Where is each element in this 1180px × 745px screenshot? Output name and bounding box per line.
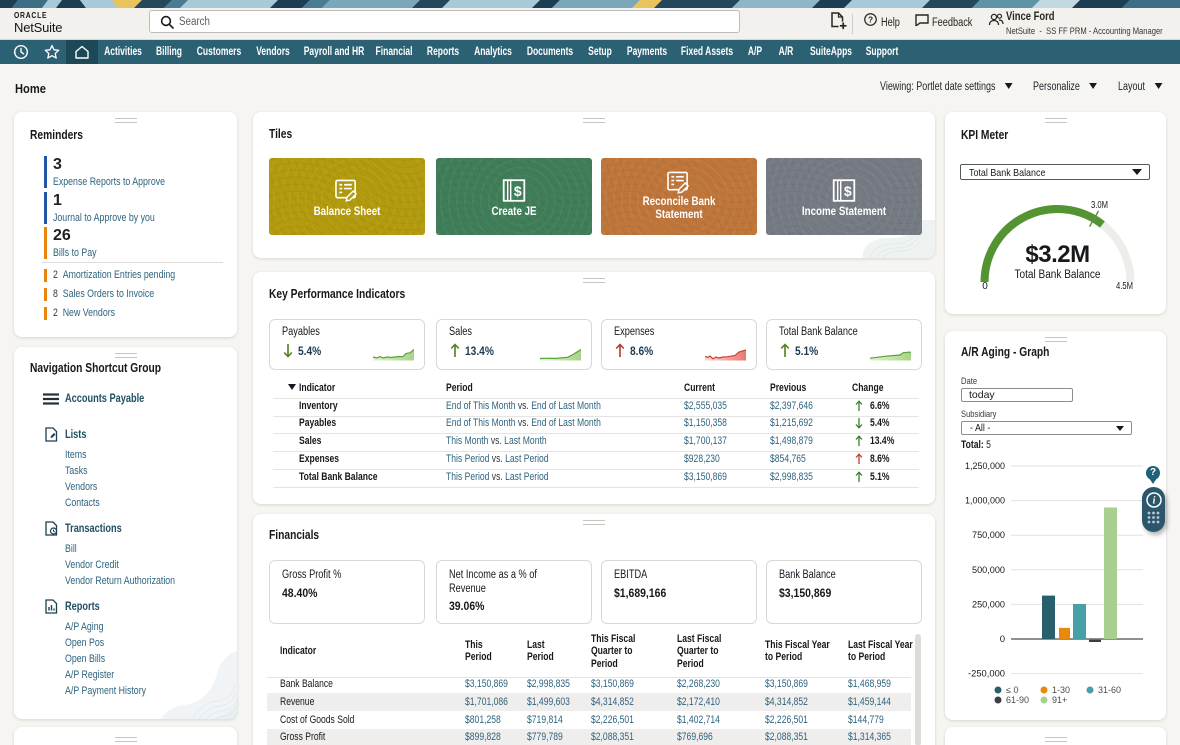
svg-text:500,000: 500,000 [972, 565, 1005, 576]
svg-text:0: 0 [982, 281, 988, 292]
svg-text:?: ? [868, 14, 873, 24]
svg-text:750,000: 750,000 [972, 530, 1005, 541]
svg-text:1,250,000: 1,250,000 [965, 461, 1005, 472]
svg-text:31-60: 31-60 [1098, 685, 1121, 695]
svg-text:61-90: 61-90 [1006, 695, 1029, 705]
svg-text:Total Bank Balance: Total Bank Balance [1015, 269, 1101, 281]
svg-text:0: 0 [1000, 634, 1005, 645]
svg-text:1-30: 1-30 [1052, 685, 1070, 695]
svg-text:$3.2M: $3.2M [1025, 241, 1089, 268]
svg-text:$: $ [514, 183, 522, 199]
svg-text:i: i [1152, 496, 1155, 507]
svg-text:≤ 0: ≤ 0 [1006, 685, 1018, 695]
svg-text:250,000: 250,000 [972, 599, 1005, 610]
svg-text:1,000,000: 1,000,000 [965, 496, 1005, 507]
svg-text:4.5M: 4.5M [1116, 281, 1133, 292]
svg-text:3.0M: 3.0M [1091, 200, 1108, 211]
svg-text:91+: 91+ [1052, 695, 1067, 705]
svg-text:-250,000: -250,000 [968, 669, 1005, 680]
svg-text:$: $ [844, 183, 852, 199]
